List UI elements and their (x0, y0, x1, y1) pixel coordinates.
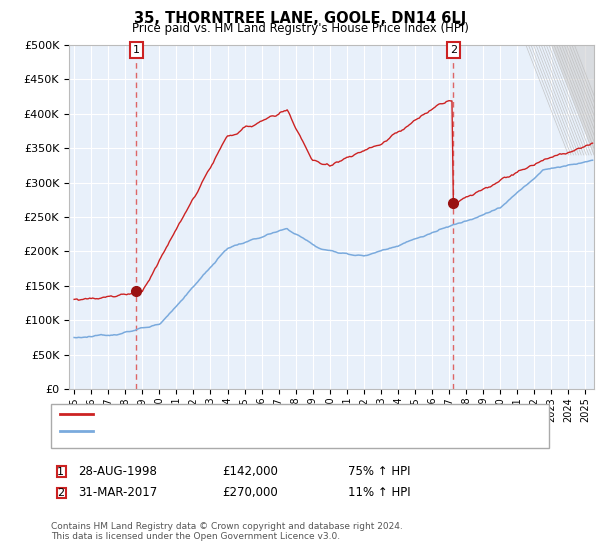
Text: 28-AUG-1998: 28-AUG-1998 (78, 465, 157, 478)
Text: 2: 2 (57, 488, 64, 498)
Text: 11% ↑ HPI: 11% ↑ HPI (348, 486, 410, 500)
Text: £142,000: £142,000 (222, 465, 278, 478)
Text: 1: 1 (133, 45, 140, 55)
Text: £270,000: £270,000 (222, 486, 278, 500)
Text: 35, THORNTREE LANE, GOOLE, DN14 6LJ (detached house): 35, THORNTREE LANE, GOOLE, DN14 6LJ (det… (99, 409, 406, 419)
Text: Contains HM Land Registry data © Crown copyright and database right 2024.: Contains HM Land Registry data © Crown c… (51, 522, 403, 531)
Text: 35, THORNTREE LANE, GOOLE, DN14 6LJ: 35, THORNTREE LANE, GOOLE, DN14 6LJ (134, 11, 466, 26)
Text: This data is licensed under the Open Government Licence v3.0.: This data is licensed under the Open Gov… (51, 532, 340, 541)
Text: 31-MAR-2017: 31-MAR-2017 (78, 486, 157, 500)
Text: 1: 1 (57, 466, 64, 477)
Text: Price paid vs. HM Land Registry's House Price Index (HPI): Price paid vs. HM Land Registry's House … (131, 22, 469, 35)
Text: HPI: Average price, detached house, East Riding of Yorkshire: HPI: Average price, detached house, East… (99, 426, 415, 436)
Text: 75% ↑ HPI: 75% ↑ HPI (348, 465, 410, 478)
Polygon shape (551, 45, 594, 155)
Text: 2: 2 (449, 45, 457, 55)
